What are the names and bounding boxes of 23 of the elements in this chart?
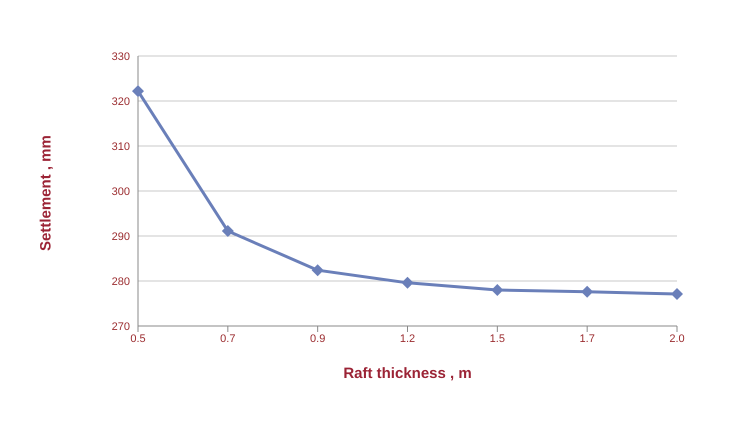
x-tick-label: 0.9 — [310, 332, 326, 345]
y-tick-label: 330 — [112, 50, 130, 63]
point — [581, 286, 594, 298]
y-tick-label: 270 — [112, 320, 130, 333]
point — [402, 276, 414, 289]
point — [312, 264, 324, 276]
x-tick-label: 0.5 — [130, 332, 146, 345]
y-tick-label: 290 — [112, 230, 130, 243]
x-tick-label: 1.5 — [490, 332, 505, 345]
point — [222, 225, 234, 238]
x-tick-label: 1.2 — [400, 332, 416, 345]
x-tick-label: 0.7 — [220, 332, 236, 345]
point — [671, 288, 683, 300]
x-tick-label: 2.0 — [669, 332, 685, 345]
y-tick-label: 280 — [112, 276, 130, 288]
y-tick-label: 300 — [112, 186, 130, 198]
point — [491, 284, 504, 296]
y-tick-label: 320 — [112, 96, 130, 108]
y-tick-label: 310 — [112, 140, 130, 153]
x-axis-title: Raft thickness , m — [343, 365, 472, 382]
point — [132, 85, 144, 98]
x-tick-label: 1.7 — [580, 332, 595, 345]
y-axis-title: Settlement , mm — [37, 135, 54, 251]
